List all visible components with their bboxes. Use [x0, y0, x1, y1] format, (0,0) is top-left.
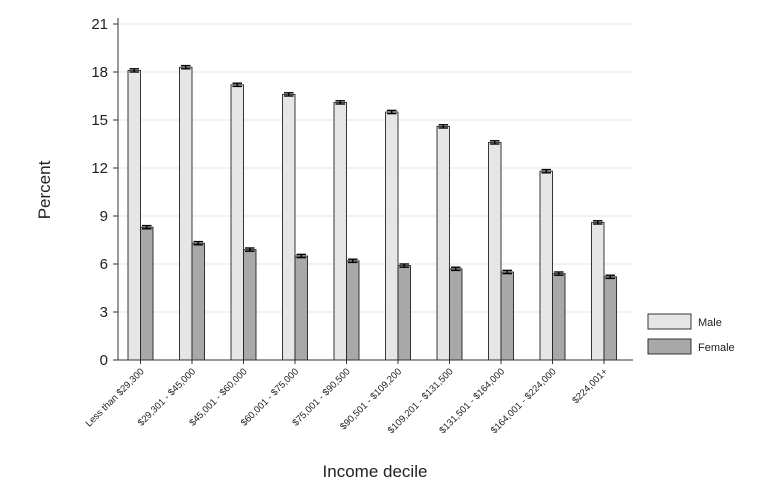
- bar-male-2: [230, 84, 244, 361]
- x-axis: Less than $29,300$29,301 - $45,000$45,00…: [84, 359, 633, 436]
- y-axis-title: Percent: [35, 160, 54, 219]
- bar-female-7: [500, 271, 514, 361]
- y-axis: 0 3 6 9 12 15 18 21: [91, 16, 119, 369]
- legend: Male Female: [647, 313, 735, 355]
- legend-swatch-female: [647, 338, 692, 355]
- bar-female-1: [191, 242, 205, 361]
- legend-swatch-male: [647, 313, 692, 330]
- bar-female-8: [552, 273, 566, 361]
- bar-female-6: [449, 268, 463, 361]
- bar-female-5: [397, 265, 411, 361]
- y-tick-label: 18: [91, 64, 108, 81]
- y-tick-label: 6: [100, 256, 108, 273]
- bar-male-1: [179, 66, 193, 361]
- bar-male-3: [282, 93, 296, 361]
- y-tick-label: 9: [100, 208, 108, 225]
- y-tick-label: 15: [91, 112, 108, 129]
- x-axis-title: Income decile: [323, 462, 428, 481]
- bars: [127, 64, 617, 361]
- bar-female-4: [346, 260, 360, 361]
- bar-female-3: [294, 255, 308, 361]
- y-tick-label: 21: [91, 16, 108, 33]
- bar-female-2: [243, 249, 257, 361]
- bar-male-0: [127, 69, 141, 361]
- x-tick-label: $224,001+: [570, 366, 610, 406]
- bar-male-8: [539, 170, 553, 361]
- bar-male-5: [385, 111, 399, 361]
- y-tick-label: 3: [100, 304, 108, 321]
- bar-male-9: [591, 221, 605, 361]
- bar-female-0: [140, 226, 154, 361]
- legend-label-female: Female: [698, 342, 735, 354]
- bar-female-9: [603, 276, 617, 361]
- y-tick-label: 12: [91, 160, 108, 177]
- legend-label-male: Male: [698, 317, 722, 329]
- bar-male-7: [488, 141, 502, 361]
- bar-male-4: [333, 101, 347, 361]
- y-tick-label: 0: [100, 352, 108, 369]
- bar-male-6: [436, 125, 450, 361]
